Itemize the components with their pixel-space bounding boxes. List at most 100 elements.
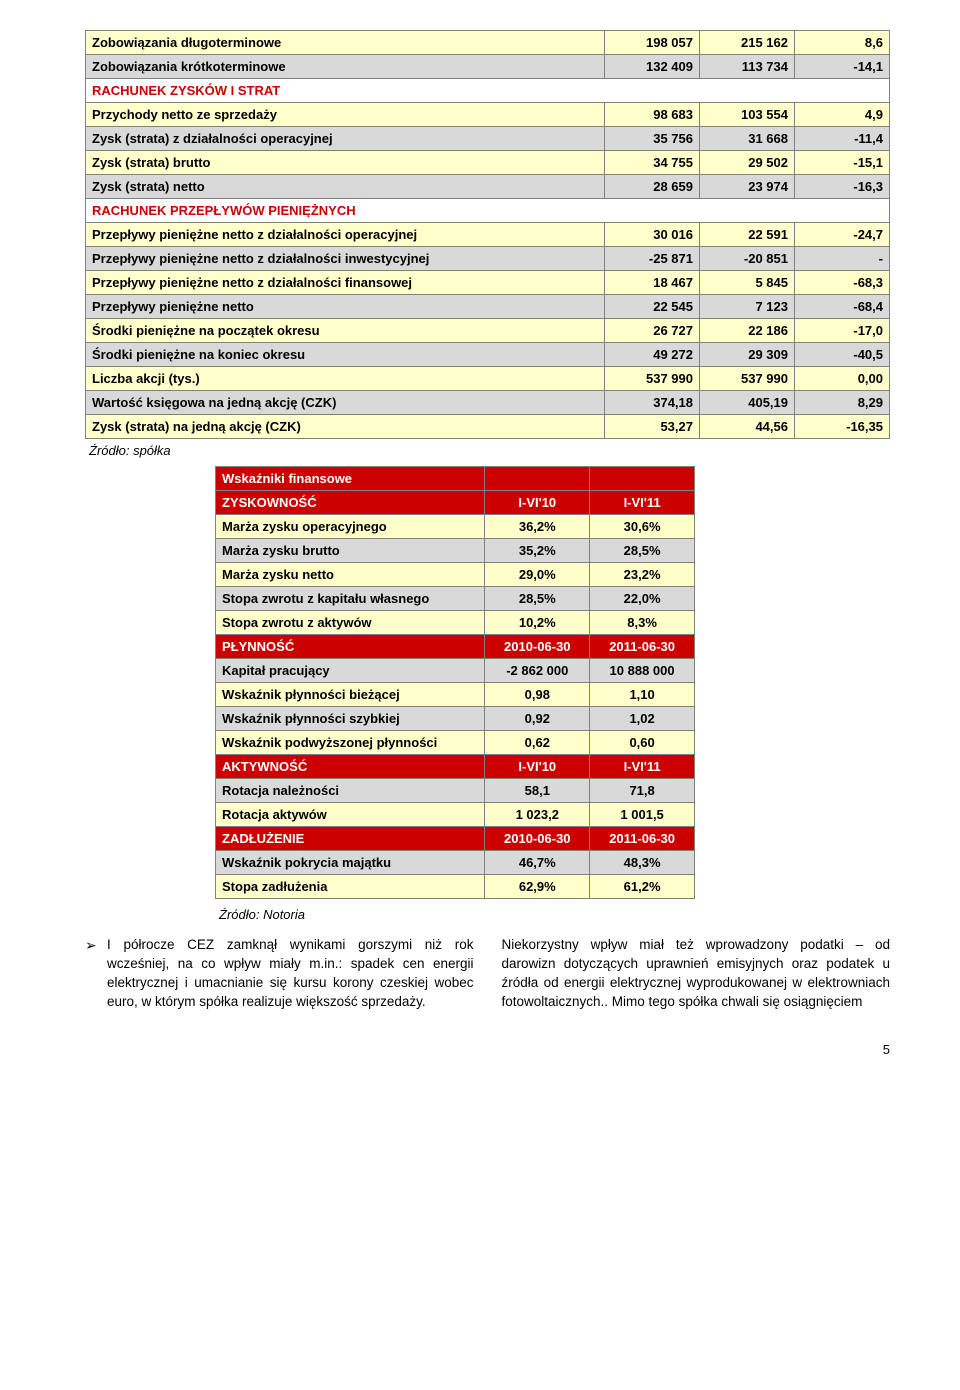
row-value-cell: 22 186 <box>700 319 795 343</box>
row-value-cell <box>485 467 590 491</box>
table-row: Marża zysku brutto35,2%28,5% <box>216 539 695 563</box>
financial-table-2: Wskaźniki finansoweZYSKOWNOŚĆI-VI'10I-VI… <box>215 466 695 899</box>
body-left-text: I półrocze CEZ zamknął wynikami gorszymi… <box>107 936 474 1012</box>
row-value-cell: 29 502 <box>700 151 795 175</box>
row-value-cell: 4,9 <box>795 103 890 127</box>
row-value-cell: -14,1 <box>795 55 890 79</box>
page-number: 5 <box>85 1042 890 1057</box>
row-value-cell: I-VI'10 <box>485 491 590 515</box>
row-value-cell: 30,6% <box>590 515 695 539</box>
table-row: AKTYWNOŚĆI-VI'10I-VI'11 <box>216 755 695 779</box>
table-row: Wskaźniki finansowe <box>216 467 695 491</box>
row-label-cell: Przepływy pieniężne netto z działalności… <box>86 247 605 271</box>
row-label-cell: Przepływy pieniężne netto <box>86 295 605 319</box>
row-label-cell: Wartość księgowa na jedną akcję (CZK) <box>86 391 605 415</box>
row-label-cell: Wskaźnik płynności bieżącej <box>216 683 485 707</box>
row-value-cell: 34 755 <box>605 151 700 175</box>
row-label-cell: Środki pieniężne na koniec okresu <box>86 343 605 367</box>
row-value-cell: 2010-06-30 <box>485 635 590 659</box>
row-value-cell: 0,98 <box>485 683 590 707</box>
row-value-cell: 0,62 <box>485 731 590 755</box>
table-row: Marża zysku netto29,0%23,2% <box>216 563 695 587</box>
row-value-cell: 29,0% <box>485 563 590 587</box>
table-row: PŁYNNOŚĆ2010-06-302011-06-30 <box>216 635 695 659</box>
row-label-cell: Marża zysku operacyjnego <box>216 515 485 539</box>
table-row: Marża zysku operacyjnego36,2%30,6% <box>216 515 695 539</box>
row-value-cell: 1,10 <box>590 683 695 707</box>
row-label-cell: AKTYWNOŚĆ <box>216 755 485 779</box>
row-label-cell: Zysk (strata) z działalności operacyjnej <box>86 127 605 151</box>
row-label-cell: Kapitał pracujący <box>216 659 485 683</box>
row-value-cell: 374,18 <box>605 391 700 415</box>
table-row: Zysk (strata) z działalności operacyjnej… <box>86 127 890 151</box>
row-value-cell: 18 467 <box>605 271 700 295</box>
row-value-cell: 2011-06-30 <box>590 635 695 659</box>
row-value-cell: 26 727 <box>605 319 700 343</box>
table-row: Liczba akcji (tys.)537 990537 9900,00 <box>86 367 890 391</box>
row-value-cell: 198 057 <box>605 31 700 55</box>
row-value-cell: 31 668 <box>700 127 795 151</box>
table-row: Przepływy pieniężne netto z działalności… <box>86 247 890 271</box>
table-row: Wskaźnik płynności bieżącej0,981,10 <box>216 683 695 707</box>
table-row: Wskaźnik płynności szybkiej0,921,02 <box>216 707 695 731</box>
table-row: ZYSKOWNOŚĆI-VI'10I-VI'11 <box>216 491 695 515</box>
body-right-text: Niekorzystny wpływ miał też wprowadzony … <box>502 937 891 1009</box>
row-label-cell: Zysk (strata) na jedną akcję (CZK) <box>86 415 605 439</box>
row-value-cell: -20 851 <box>700 247 795 271</box>
row-label-cell: Zysk (strata) brutto <box>86 151 605 175</box>
row-value-cell: 22,0% <box>590 587 695 611</box>
row-value-cell: 28,5% <box>590 539 695 563</box>
table-row: Przepływy pieniężne netto22 5457 123-68,… <box>86 295 890 319</box>
row-value-cell: 537 990 <box>700 367 795 391</box>
row-value-cell: 44,56 <box>700 415 795 439</box>
row-value-cell: 22 545 <box>605 295 700 319</box>
row-label-cell: ZADŁUŻENIE <box>216 827 485 851</box>
row-value-cell: 58,1 <box>485 779 590 803</box>
row-label-cell: Przepływy pieniężne netto z działalności… <box>86 271 605 295</box>
table-row: Zysk (strata) netto28 65923 974-16,3 <box>86 175 890 199</box>
row-label-cell: PŁYNNOŚĆ <box>216 635 485 659</box>
table-row: Zobowiązania krótkoterminowe132 409113 7… <box>86 55 890 79</box>
row-label-cell: Wskaźnik pokrycia majątku <box>216 851 485 875</box>
row-value-cell: -2 862 000 <box>485 659 590 683</box>
row-label-cell: Zobowiązania długoterminowe <box>86 31 605 55</box>
financial-table-1: Zobowiązania długoterminowe198 057215 16… <box>85 30 890 439</box>
row-label-cell: Rotacja należności <box>216 779 485 803</box>
row-value-cell: 0,92 <box>485 707 590 731</box>
row-value-cell: 2010-06-30 <box>485 827 590 851</box>
table-row: Zysk (strata) brutto34 75529 502-15,1 <box>86 151 890 175</box>
row-value-cell: -16,3 <box>795 175 890 199</box>
row-value-cell: 0,00 <box>795 367 890 391</box>
row-value-cell: 1,02 <box>590 707 695 731</box>
row-label-cell: Marża zysku netto <box>216 563 485 587</box>
row-value-cell: 46,7% <box>485 851 590 875</box>
body-left-column: ➢ I półrocze CEZ zamknął wynikami gorszy… <box>85 936 474 1012</box>
table-row: Środki pieniężne na początek okresu26 72… <box>86 319 890 343</box>
row-label-cell: Liczba akcji (tys.) <box>86 367 605 391</box>
body-columns: ➢ I półrocze CEZ zamknął wynikami gorszy… <box>85 936 890 1012</box>
bullet-arrow-icon: ➢ <box>85 936 107 1012</box>
table-row: Rotacja aktywów1 023,21 001,5 <box>216 803 695 827</box>
body-right-column: Niekorzystny wpływ miał też wprowadzony … <box>502 936 891 1012</box>
row-value-cell: 103 554 <box>700 103 795 127</box>
row-value-cell: 30 016 <box>605 223 700 247</box>
row-label-cell: Wskaźniki finansowe <box>216 467 485 491</box>
row-value-cell: -40,5 <box>795 343 890 367</box>
row-label-cell: Stopa zwrotu z kapitału własnego <box>216 587 485 611</box>
row-value-cell: -25 871 <box>605 247 700 271</box>
row-value-cell: -11,4 <box>795 127 890 151</box>
row-value-cell: I-VI'10 <box>485 755 590 779</box>
row-value-cell: 7 123 <box>700 295 795 319</box>
table-row: Stopa zwrotu z aktywów10,2%8,3% <box>216 611 695 635</box>
row-value-cell: 71,8 <box>590 779 695 803</box>
row-label-cell: Przepływy pieniężne netto z działalności… <box>86 223 605 247</box>
row-value-cell: I-VI'11 <box>590 491 695 515</box>
table-row: Stopa zadłużenia62,9%61,2% <box>216 875 695 899</box>
row-value-cell: 49 272 <box>605 343 700 367</box>
row-value-cell: -68,4 <box>795 295 890 319</box>
table-row: Zobowiązania długoterminowe198 057215 16… <box>86 31 890 55</box>
row-value-cell: 28 659 <box>605 175 700 199</box>
section-header-cell: RACHUNEK ZYSKÓW I STRAT <box>86 79 890 103</box>
row-label-cell: Wskaźnik płynności szybkiej <box>216 707 485 731</box>
row-value-cell: -68,3 <box>795 271 890 295</box>
